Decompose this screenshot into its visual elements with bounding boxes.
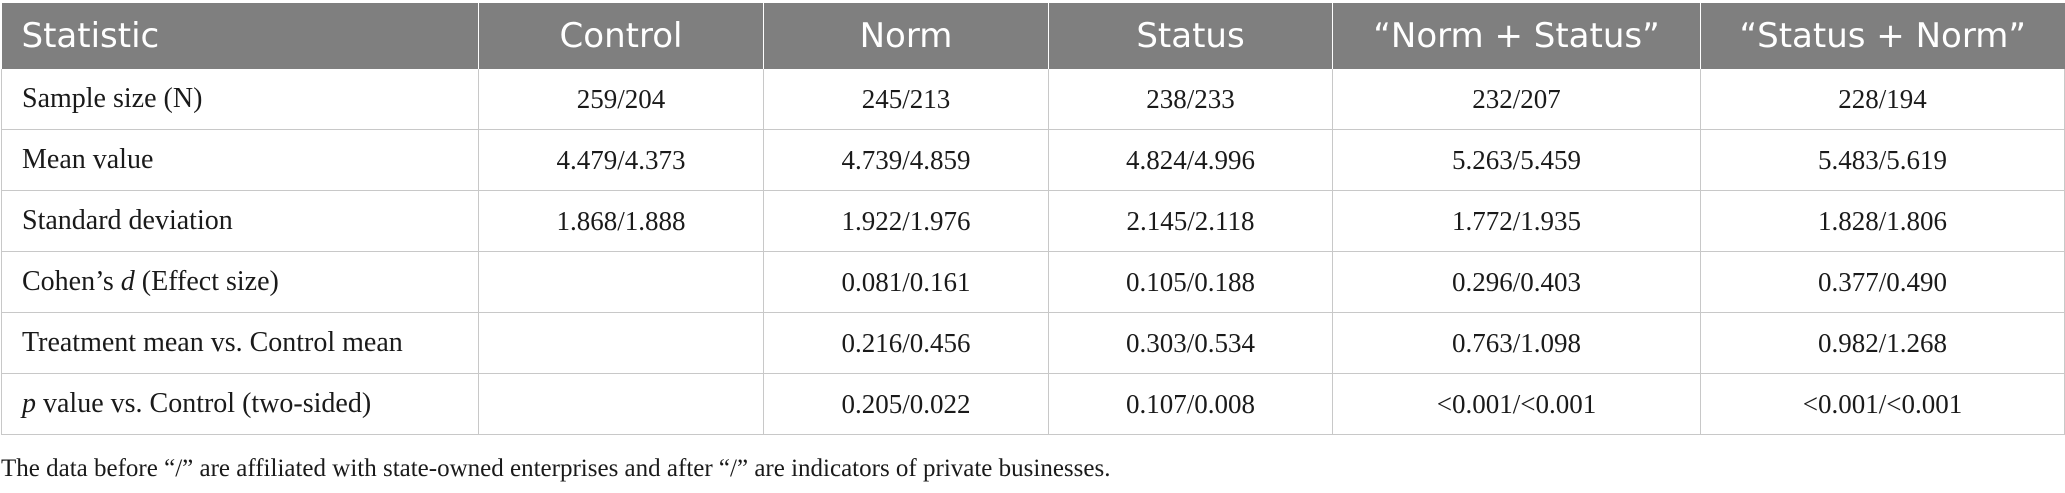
table-cell: 5.483/5.619 [1700, 129, 2065, 191]
table-cell: 0.081/0.161 [763, 251, 1049, 313]
table-cell: 238/233 [1048, 69, 1333, 130]
table-cell: 0.303/0.534 [1048, 312, 1333, 374]
table-cell: 1.828/1.806 [1700, 190, 2065, 252]
table-cell: <0.001/<0.001 [1700, 373, 2065, 435]
table-cell: 4.479/4.373 [478, 129, 764, 191]
row-label-standard-deviation: Standard deviation [1, 190, 479, 252]
statistics-table: Statistic Control Norm Status “Norm + St… [1, 3, 2065, 435]
row-label-mean-value: Mean value [1, 129, 479, 191]
table-cell: 1.868/1.888 [478, 190, 764, 252]
table-cell: <0.001/<0.001 [1332, 373, 1701, 435]
table-cell: 1.772/1.935 [1332, 190, 1701, 252]
row-label-treatment-vs-control: Treatment mean vs. Control mean [1, 312, 479, 374]
header-status-plus-norm: “Status + Norm” [1700, 3, 2065, 69]
table-cell: 2.145/2.118 [1048, 190, 1333, 252]
row-label-sample-size: Sample size (N) [1, 69, 479, 130]
table-body: Sample size (N) 259/204 245/213 238/233 … [1, 69, 2065, 435]
header-status: Status [1048, 3, 1333, 69]
header-control: Control [478, 3, 764, 69]
table-cell: 0.377/0.490 [1700, 251, 2065, 313]
table-cell [478, 312, 764, 374]
header-row: Statistic Control Norm Status “Norm + St… [1, 3, 2065, 69]
table-row: Sample size (N) 259/204 245/213 238/233 … [1, 69, 2065, 130]
table-cell: 245/213 [763, 69, 1049, 130]
table-cell: 0.105/0.188 [1048, 251, 1333, 313]
label-suffix: value vs. Control (two-sided) [36, 388, 372, 419]
table-cell: 4.824/4.996 [1048, 129, 1333, 191]
label-prefix: Cohen’s [22, 266, 121, 297]
table-row: Mean value 4.479/4.373 4.739/4.859 4.824… [1, 129, 2065, 191]
table-cell: 0.763/1.098 [1332, 312, 1701, 374]
row-label-cohens-d: Cohen’s d (Effect size) [1, 251, 479, 313]
table-cell: 232/207 [1332, 69, 1701, 130]
table-cell: 0.216/0.456 [763, 312, 1049, 374]
table-cell [478, 251, 764, 313]
row-label-p-value: p value vs. Control (two-sided) [1, 373, 479, 435]
table-footnote: The data before “/” are affiliated with … [1, 455, 1111, 482]
table-cell [478, 373, 764, 435]
label-suffix: (Effect size) [134, 266, 279, 297]
table-row: Cohen’s d (Effect size) 0.081/0.161 0.10… [1, 251, 2065, 313]
table-cell: 1.922/1.976 [763, 190, 1049, 252]
table-cell: 0.296/0.403 [1332, 251, 1701, 313]
table-cell: 0.982/1.268 [1700, 312, 2065, 374]
table-row: Standard deviation 1.868/1.888 1.922/1.9… [1, 190, 2065, 252]
table-header: Statistic Control Norm Status “Norm + St… [1, 3, 2065, 69]
table-row: Treatment mean vs. Control mean 0.216/0.… [1, 312, 2065, 374]
header-norm-plus-status: “Norm + Status” [1332, 3, 1701, 69]
table-cell: 0.205/0.022 [763, 373, 1049, 435]
label-italic: p [22, 388, 36, 419]
table-cell: 228/194 [1700, 69, 2065, 130]
table-cell: 0.107/0.008 [1048, 373, 1333, 435]
header-norm: Norm [763, 3, 1049, 69]
statistics-table-container: Statistic Control Norm Status “Norm + St… [0, 3, 2065, 435]
table-cell: 259/204 [478, 69, 764, 130]
table-cell: 5.263/5.459 [1332, 129, 1701, 191]
table-row: p value vs. Control (two-sided) 0.205/0.… [1, 373, 2065, 435]
table-cell: 4.739/4.859 [763, 129, 1049, 191]
header-statistic: Statistic [1, 3, 479, 69]
label-italic: d [120, 266, 135, 297]
